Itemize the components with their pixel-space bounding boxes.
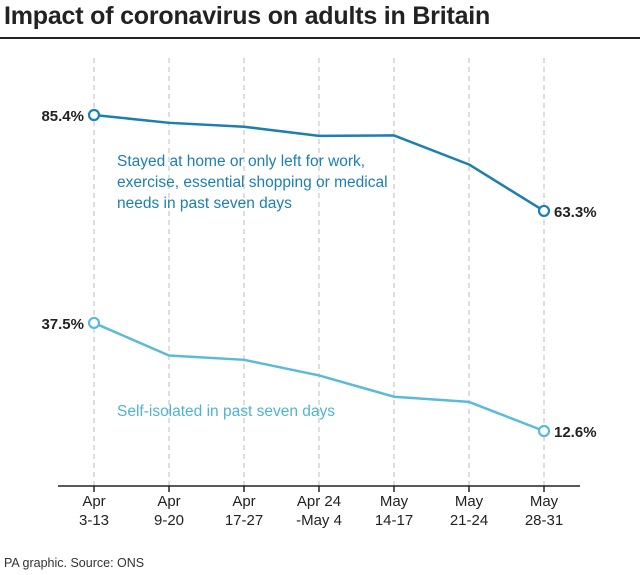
end-value-label: 12.6% — [554, 424, 597, 441]
tick-label: Apr 24 — [297, 493, 341, 510]
start-value-label: 37.5% — [41, 316, 84, 333]
start-value-label: 85.4% — [41, 108, 84, 125]
tick-label: 14-17 — [375, 512, 413, 529]
series-line — [93, 113, 545, 212]
tick-label: May — [455, 493, 484, 510]
tick-label: 17-27 — [225, 512, 263, 529]
tick-label: 9-20 — [154, 512, 184, 529]
tick-label: May — [530, 493, 559, 510]
series-annotations: Stayed at home or only left for work, exe… — [117, 153, 388, 420]
endpoint-marker — [87, 108, 101, 122]
series-label: needs in past seven days — [117, 195, 292, 212]
tick-label: 28-31 — [525, 512, 563, 529]
tick-label: 21-24 — [450, 512, 488, 529]
series-label: Stayed at home or only left for work, — [117, 153, 365, 170]
endpoint-marker — [87, 316, 101, 330]
series-label: Self-isolated in past seven days — [117, 403, 335, 420]
series-label: exercise, essential shopping or medical — [117, 174, 388, 191]
series-points — [87, 108, 551, 438]
tick-label: Apr — [232, 493, 255, 510]
x-ticks: Apr 3-13 Apr 9-20 Apr 17-27 Apr 24 -May 4 May 14-… — [79, 486, 563, 529]
endpoint-marker — [537, 204, 551, 218]
endpoint-marker — [537, 424, 551, 438]
source-note: PA graphic. Source: ONS — [4, 556, 145, 570]
tick-label: May — [380, 493, 409, 510]
tick-label: 3-13 — [79, 512, 109, 529]
series-lines — [93, 113, 545, 433]
series-line — [93, 321, 545, 433]
data-labels: 85.4% 63.3% 37.5% 12.6% — [41, 108, 596, 441]
tick-label: Apr — [157, 493, 180, 510]
tick-label: -May 4 — [296, 512, 342, 529]
tick-label: Apr — [82, 493, 105, 510]
chart-title: Impact of coronavirus on adults in Brita… — [4, 2, 491, 30]
end-value-label: 63.3% — [554, 204, 597, 221]
title-divider — [0, 37, 640, 39]
